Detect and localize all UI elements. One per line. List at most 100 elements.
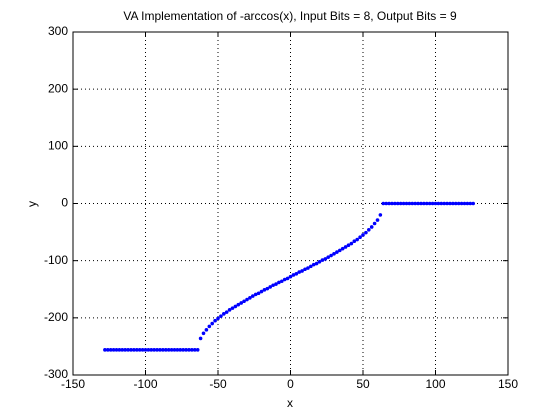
point <box>236 302 241 307</box>
point <box>280 279 284 284</box>
point <box>462 201 467 206</box>
chart-title: VA Implementation of -arccos(x), Input B… <box>123 9 457 23</box>
point <box>135 348 139 352</box>
point <box>372 221 377 226</box>
x-tick-label: -100 <box>133 377 157 391</box>
point <box>277 280 281 285</box>
point <box>259 289 264 294</box>
point <box>253 292 258 297</box>
point <box>227 308 232 312</box>
point <box>271 283 275 288</box>
point <box>375 218 380 222</box>
y-tick-label: 300 <box>48 24 68 38</box>
y-tick-label: -200 <box>44 310 68 324</box>
point <box>425 201 429 206</box>
point <box>181 348 185 352</box>
point <box>114 348 119 352</box>
point <box>248 296 252 300</box>
point <box>204 328 209 332</box>
y-tick-label: 0 <box>61 196 68 210</box>
point <box>224 310 229 314</box>
point <box>468 201 473 206</box>
point <box>210 321 214 326</box>
point <box>384 201 389 206</box>
point <box>294 272 299 276</box>
point <box>361 233 365 237</box>
point <box>129 348 133 352</box>
point <box>201 331 206 336</box>
point <box>233 304 238 309</box>
point <box>242 299 246 304</box>
point <box>265 286 270 291</box>
point <box>166 348 171 352</box>
point <box>378 213 383 217</box>
y-tick-label: -100 <box>44 253 68 267</box>
point <box>143 348 148 352</box>
point <box>219 314 223 318</box>
point <box>172 348 177 352</box>
point <box>132 348 136 352</box>
point <box>184 348 188 352</box>
point <box>306 266 310 270</box>
point <box>207 324 212 329</box>
point <box>251 294 255 298</box>
point <box>288 274 293 279</box>
point <box>465 201 470 206</box>
point <box>190 348 194 352</box>
point <box>140 348 145 352</box>
point <box>364 230 368 235</box>
point <box>178 348 183 352</box>
point <box>326 255 331 260</box>
point <box>216 316 220 321</box>
point <box>309 264 313 269</box>
x-axis-label: x <box>287 396 293 410</box>
x-tick-label: 50 <box>356 377 370 391</box>
point <box>117 348 122 352</box>
point <box>123 348 127 352</box>
point <box>393 201 397 206</box>
point <box>169 348 174 352</box>
point <box>111 348 116 352</box>
point <box>198 336 203 341</box>
point <box>158 348 162 352</box>
point <box>390 201 394 206</box>
x-tick-label: -50 <box>209 377 227 391</box>
point <box>387 201 391 206</box>
x-tick-label: -150 <box>61 377 85 391</box>
point <box>152 348 156 352</box>
point <box>314 261 319 266</box>
point <box>256 291 261 296</box>
point <box>161 348 165 352</box>
point <box>268 285 273 289</box>
point <box>149 348 154 352</box>
point <box>317 260 322 264</box>
x-tick-label: 100 <box>425 377 445 391</box>
point <box>303 267 307 272</box>
point <box>407 201 412 206</box>
point <box>358 235 362 240</box>
point <box>282 277 287 282</box>
point <box>430 201 435 206</box>
point <box>146 348 151 352</box>
point <box>108 348 113 352</box>
point <box>222 312 226 316</box>
point <box>155 348 159 352</box>
axes-box <box>72 31 509 376</box>
point <box>106 348 110 352</box>
point <box>187 348 191 352</box>
point <box>448 201 452 206</box>
point <box>410 201 415 206</box>
point <box>343 245 348 249</box>
point <box>349 241 354 246</box>
point <box>274 282 278 286</box>
point <box>436 201 441 206</box>
point <box>456 201 461 206</box>
x-tick-label: 0 <box>287 377 294 391</box>
point <box>103 348 107 352</box>
point <box>195 348 200 352</box>
point <box>300 269 304 273</box>
point <box>175 348 180 352</box>
